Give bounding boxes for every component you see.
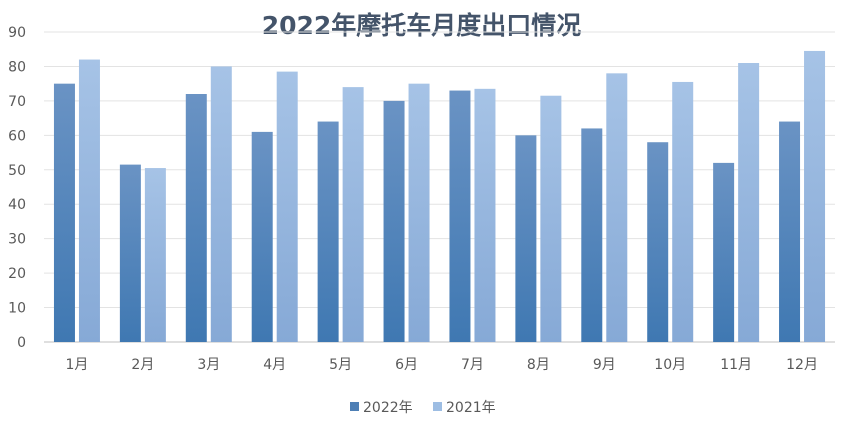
bar-series-2021 (540, 95, 562, 342)
bar-series-2021 (342, 87, 364, 342)
bar-series-2022 (779, 121, 801, 342)
y-tick-label: 80 (8, 59, 26, 75)
bar-series-2021 (408, 83, 430, 343)
bar-series-2021 (738, 63, 760, 342)
y-tick-label: 20 (8, 266, 26, 282)
bar-series-2022 (647, 142, 669, 342)
x-tick-label: 3月 (197, 357, 220, 373)
legend-label: 2022年 (363, 400, 413, 416)
bar-series-2022 (449, 90, 471, 342)
legend-swatch (350, 402, 359, 411)
bar-series-2022 (713, 162, 735, 342)
chart-title: 2022年摩托车月度出口情况 (261, 11, 582, 40)
x-tick-label: 5月 (329, 357, 352, 373)
x-tick-label: 1月 (65, 357, 88, 373)
bar-series-2022 (251, 131, 273, 342)
x-tick-label: 10月 (654, 357, 686, 373)
x-tick-label: 8月 (527, 357, 550, 373)
legend-swatch (433, 402, 442, 411)
x-tick-label: 4月 (263, 357, 286, 373)
bar-series-2021 (804, 50, 826, 342)
bar-series-2022 (383, 100, 405, 342)
legend-label: 2021年 (446, 400, 496, 416)
x-tick-label: 11月 (720, 357, 752, 373)
x-axis-ticks: 1月 2月 3月 4月 5月 6月 7月 8月 9月 10月 11月 12月 (65, 357, 817, 373)
y-tick-label: 60 (8, 128, 26, 144)
x-tick-label: 2月 (131, 357, 154, 373)
y-tick-label: 40 (8, 197, 26, 213)
y-tick-label: 50 (8, 163, 26, 179)
bar-series-2021 (606, 73, 628, 342)
y-tick-label: 30 (8, 232, 26, 248)
y-tick-label: 90 (8, 25, 26, 41)
x-tick-label: 7月 (461, 357, 484, 373)
y-tick-label: 70 (8, 94, 26, 110)
bar-series-2022 (119, 164, 141, 342)
bar-series-2022 (53, 83, 75, 343)
bar-series-2022 (581, 128, 603, 342)
y-tick-label: 0 (17, 335, 26, 351)
legend: 2022年 2021年 (350, 400, 496, 416)
x-tick-label: 12月 (786, 357, 818, 373)
gridlines (44, 31, 835, 343)
x-tick-label: 9月 (593, 357, 616, 373)
bar-series-2021 (474, 88, 496, 342)
x-tick-label: 6月 (395, 357, 418, 373)
bar-series-2022 (185, 94, 207, 342)
bar-series-2021 (144, 168, 166, 342)
bar-series-2021 (78, 59, 100, 343)
y-tick-label: 10 (8, 301, 26, 317)
bar-series-2021 (276, 71, 298, 342)
bar-series-2022 (515, 135, 537, 342)
bar-series-2021 (672, 81, 694, 342)
y-axis-ticks: 0 10 20 30 40 50 60 70 80 90 (8, 25, 26, 351)
bars (53, 50, 826, 343)
bar-series-2021 (210, 66, 232, 342)
bar-series-2022 (317, 121, 339, 342)
